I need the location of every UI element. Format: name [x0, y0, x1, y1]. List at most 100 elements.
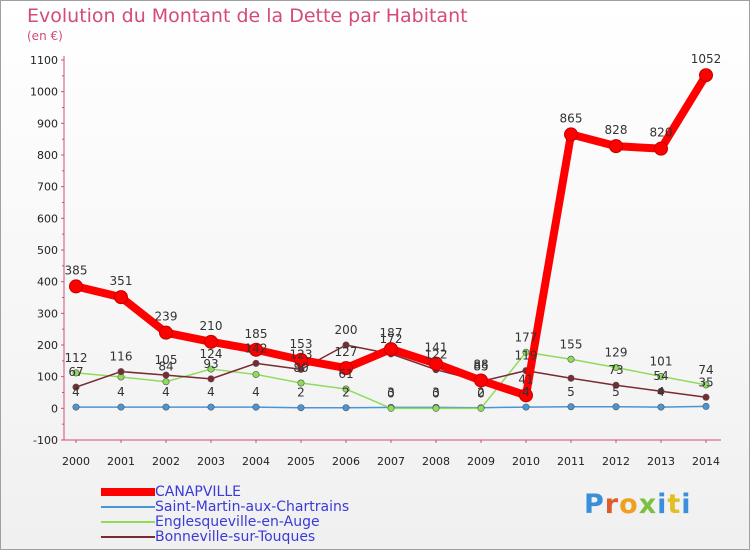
- series-point-3: [162, 371, 170, 379]
- x-tick-label: 2012: [602, 455, 630, 468]
- series-point-2: [252, 370, 260, 378]
- data-label-0: 1052: [691, 52, 722, 66]
- series-point-0: [339, 361, 353, 376]
- series-point-3: [72, 383, 80, 391]
- data-label-0: 153: [290, 337, 313, 351]
- data-label-2: 0: [387, 386, 395, 400]
- data-label-1: 4: [117, 385, 125, 399]
- proxiti-logo: Proxiti: [584, 489, 692, 520]
- data-label-2: 155: [560, 337, 583, 351]
- series-point-2: [522, 348, 530, 356]
- y-tick-label: 1000: [30, 86, 58, 99]
- series-point-1: [612, 403, 620, 411]
- series-point-3: [567, 374, 575, 382]
- data-label-2: 129: [605, 345, 628, 359]
- series-point-2: [207, 365, 215, 373]
- data-label-3: 122: [425, 348, 448, 362]
- logo-letter: i: [657, 489, 668, 520]
- legend-swatch: [101, 536, 155, 538]
- y-tick-label: 700: [37, 181, 58, 194]
- series-point-3: [702, 393, 710, 401]
- data-label-1: 3: [387, 385, 395, 399]
- series-point-2: [702, 381, 710, 389]
- x-tick-label: 2003: [197, 455, 225, 468]
- data-label-0: 41: [518, 372, 533, 386]
- y-tick-label: 600: [37, 212, 58, 225]
- data-label-0: 828: [605, 123, 628, 137]
- series-point-2: [432, 404, 440, 412]
- x-tick-label: 2013: [647, 455, 675, 468]
- series-point-1: [207, 403, 215, 411]
- data-label-0: 185: [245, 327, 268, 341]
- series-point-3: [342, 341, 350, 349]
- series-point-0: [384, 342, 398, 357]
- logo-letter: o: [619, 489, 639, 520]
- data-label-1: 3: [432, 385, 440, 399]
- series-point-0: [654, 141, 668, 156]
- data-label-3: 105: [155, 353, 178, 367]
- series-point-0: [159, 325, 173, 340]
- data-label-1: 2: [477, 386, 485, 400]
- y-tick-label: 400: [37, 276, 58, 289]
- y-tick-label: 300: [37, 307, 58, 320]
- data-label-1: 2: [297, 386, 305, 400]
- x-tick-label: 2005: [287, 455, 315, 468]
- data-label-0: 187: [380, 326, 403, 340]
- legend-label: Englesqueville-en-Auge: [155, 514, 320, 530]
- y-tick-label: 500: [37, 244, 58, 257]
- legend-swatch: [101, 521, 155, 523]
- series-point-1: [72, 403, 80, 411]
- series-point-0: [114, 290, 128, 305]
- data-label-3: 73: [608, 363, 623, 377]
- data-label-2: 177: [515, 330, 538, 344]
- series-point-2: [567, 355, 575, 363]
- data-label-2: 0: [432, 386, 440, 400]
- data-label-2: 101: [650, 354, 673, 368]
- series-point-2: [612, 363, 620, 371]
- data-label-0: 127: [335, 345, 358, 359]
- series-point-1: [117, 403, 125, 411]
- series-point-1: [522, 403, 530, 411]
- data-label-1: 4: [72, 385, 80, 399]
- legend-label: CANAPVILLE: [155, 484, 241, 500]
- series-point-1: [252, 403, 260, 411]
- y-tick-label: 200: [37, 339, 58, 352]
- series-point-0: [609, 139, 623, 154]
- logo-letter: i: [681, 489, 692, 520]
- x-tick-label: 2011: [557, 455, 585, 468]
- data-label-0: 385: [65, 263, 88, 277]
- x-tick-label: 2004: [242, 455, 270, 468]
- series-point-2: [342, 385, 350, 393]
- x-tick-label: 2008: [422, 455, 450, 468]
- data-label-3: 119: [515, 349, 538, 363]
- data-label-3: 93: [203, 357, 218, 371]
- x-tick-label: 2009: [467, 455, 495, 468]
- legend-label: Saint-Martin-aux-Chartrains: [155, 499, 350, 515]
- series-point-2: [657, 372, 665, 380]
- data-label-2: 74: [698, 363, 713, 377]
- series-point-0: [429, 356, 443, 371]
- series-point-0: [204, 334, 218, 349]
- data-label-3: 54: [653, 369, 668, 383]
- series-point-1: [342, 404, 350, 412]
- logo-letter: x: [638, 489, 658, 520]
- data-label-0: 88: [473, 357, 488, 371]
- series-point-0: [69, 279, 83, 294]
- data-label-0: 820: [650, 126, 673, 140]
- data-label-3: 35: [698, 375, 713, 389]
- logo-letter: P: [584, 489, 605, 520]
- y-tick-label: 100: [37, 371, 58, 384]
- series-point-2: [162, 378, 170, 386]
- data-label-1: 4: [657, 385, 665, 399]
- data-label-2: 80: [293, 361, 308, 375]
- data-label-1: 5: [567, 385, 575, 399]
- data-label-0: 239: [155, 310, 178, 324]
- series-point-1: [702, 402, 710, 410]
- series-point-0: [564, 127, 578, 142]
- series-point-3: [657, 387, 665, 395]
- series-point-0: [474, 373, 488, 388]
- x-tick-label: 2002: [152, 455, 180, 468]
- logo-letter: t: [667, 489, 682, 520]
- chart-unit: (en €): [27, 29, 63, 43]
